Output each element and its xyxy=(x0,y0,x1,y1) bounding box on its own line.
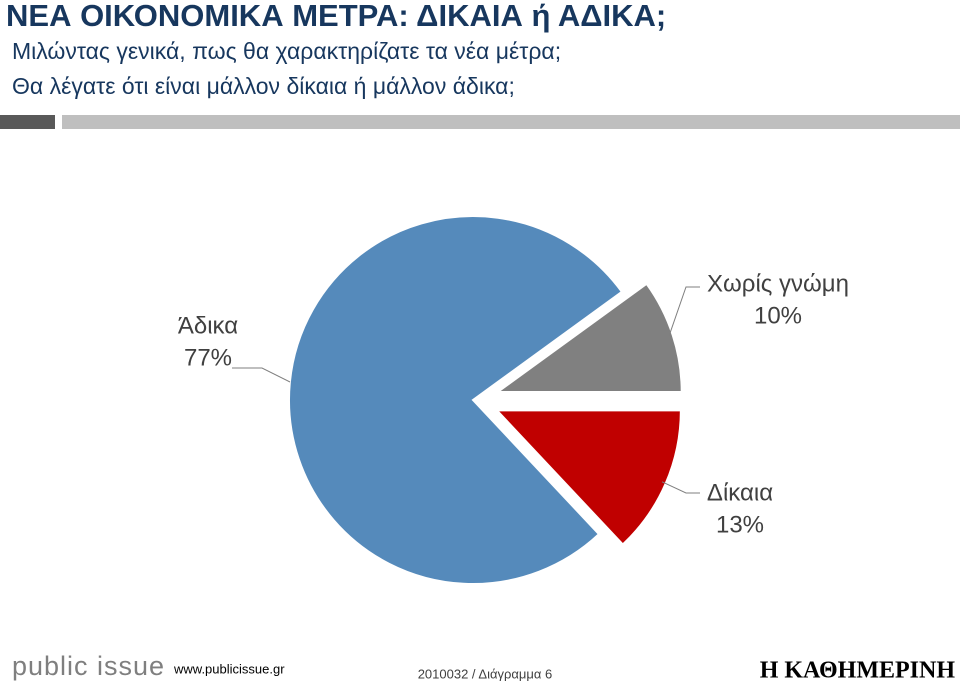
partner-logo: Η ΚΑΘΗΜΕΡΙΝΗ xyxy=(760,658,956,684)
slice-value-label: 10% xyxy=(754,302,802,329)
slice-value-label: 77% xyxy=(184,344,232,371)
slice-label: Δίκαια xyxy=(707,479,773,506)
footer-code: 2010032 / Διάγραμμα 6 xyxy=(418,666,553,681)
leader-line xyxy=(668,286,700,337)
chart-title: ΝΕΑ ΟΙΚΟΝΟΜΙΚΑ ΜΕΤΡΑ: ΔΙΚΑΙΑ ή ΑΔΙΚΑ; xyxy=(6,0,666,33)
leader-line xyxy=(232,367,291,383)
pie-slice xyxy=(494,282,683,393)
slice-label: Χωρίς γνώμη xyxy=(707,270,849,297)
pie-slice xyxy=(288,215,624,585)
slice-value-label: 13% xyxy=(716,511,764,538)
title-bar xyxy=(0,115,55,129)
chart-subtitle: Μιλώντας γενικά, πως θα χαρακτηρίζατε τα… xyxy=(12,38,561,64)
slice-label: Άδικα xyxy=(178,312,238,339)
title-bar xyxy=(62,115,960,129)
chart-subtitle: Θα λέγατε ότι είναι μάλλον δίκαια ή μάλλ… xyxy=(12,73,515,99)
logo: public issue xyxy=(12,651,165,681)
leader-line xyxy=(661,481,700,494)
footer-url: www.publicissue.gr xyxy=(173,661,285,676)
pie: Δίκαια 13% Άδικα 77% Χωρίς γνώμη 10% xyxy=(178,215,849,585)
